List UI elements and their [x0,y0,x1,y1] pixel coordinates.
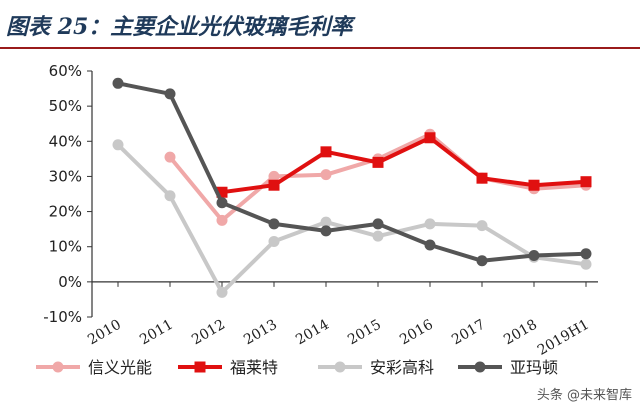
data-point [268,218,280,230]
data-point [528,250,540,261]
data-point [216,197,228,209]
data-point [372,218,384,230]
watermark: 头条 @未来智库 [536,388,632,403]
data-point [164,151,176,163]
legend-marker [194,361,206,373]
y-tick-label: 20% [49,203,82,221]
data-point [320,169,332,181]
data-point [528,179,540,191]
legend-label: 信义光能 [88,358,152,377]
data-point [164,190,176,202]
legend-label: 亚玛顿 [510,358,558,377]
data-point [424,239,436,251]
y-tick-label: 50% [49,97,82,115]
x-tick-label: 2015 [345,317,384,349]
data-point [580,176,592,188]
chart-legend: 信义光能 福莱特 安彩高科 亚玛顿 [36,358,558,377]
data-point [268,170,280,182]
series-layer [112,77,592,298]
x-tick-label: 2010 [85,317,124,349]
data-point [424,132,436,144]
data-point [476,220,488,232]
gross-margin-line-chart: -10% 0% 10% 20% 30% 40% 50% 60% 2010 2011 2012 2013… [36,62,598,377]
series-3 [112,139,592,298]
legend-item-4: 亚玛顿 [458,358,558,377]
series-4 [112,77,592,267]
x-tick-label: 2017 [449,317,488,349]
y-tick-label: 40% [49,132,82,150]
data-point [320,216,332,228]
figure-title: 图表 25：主要企业光伏玻璃毛利率 [6,14,353,40]
data-point [112,77,124,89]
series-1 [164,128,592,226]
data-point [216,286,228,298]
data-point [320,225,332,237]
legend-label: 安彩高科 [370,358,434,377]
series-line [220,135,588,195]
series-2 [216,132,592,198]
data-point [372,230,384,242]
legend-item-1: 信义光能 [36,358,152,377]
y-tick-label: 10% [49,238,82,256]
legend-marker [334,361,346,373]
data-point [164,88,176,100]
data-point [580,258,592,270]
legend-marker [52,361,64,373]
data-point [476,172,488,184]
legend-marker [474,361,486,373]
x-tick-label: 2013 [241,317,280,349]
data-point [112,139,124,151]
x-tick-label: 2012 [189,317,228,349]
data-point [216,214,228,226]
data-point [372,156,384,168]
data-point [580,248,592,260]
y-tick-label: -10% [43,308,82,326]
x-tick-label: 2011 [137,317,176,349]
axis-layer: -10% 0% 10% 20% 30% 40% 50% 60% 2010 2011 2012 2013… [43,62,598,359]
series-line [116,81,588,263]
y-tick-label: 60% [49,62,82,80]
legend-label: 福莱特 [230,358,278,377]
data-point [424,218,436,230]
data-point [476,255,488,267]
legend-item-3: 安彩高科 [318,358,434,377]
x-tick-label: 2016 [397,317,436,349]
y-tick-label: 30% [49,167,82,185]
x-tick-label: 2018 [501,317,540,349]
title-rule [0,47,640,49]
data-point [320,146,332,158]
y-tick-label: 0% [58,273,82,291]
x-tick-label: 2014 [293,317,332,349]
legend-item-2: 福莱特 [178,358,278,377]
data-point [268,179,280,191]
data-point [216,186,228,198]
x-tick-label: 2019H1 [535,317,592,359]
data-point [268,235,280,247]
